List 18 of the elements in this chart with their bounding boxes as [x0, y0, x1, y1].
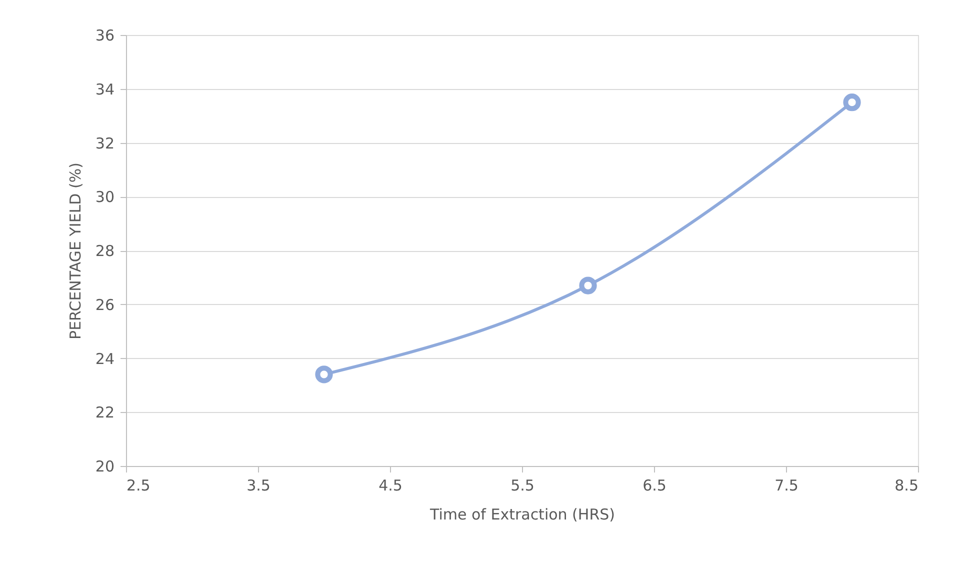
x-tick-label: 5.5 — [510, 476, 534, 494]
x-tick-label: 2.5 — [126, 476, 150, 494]
x-tick-label: 8.5 — [894, 476, 918, 494]
y-tick-label: 28 — [95, 242, 114, 260]
x-axis-title: Time of Extraction (HRS) — [429, 506, 615, 524]
y-tick-label: 30 — [95, 188, 114, 206]
y-tick-label: 22 — [95, 404, 114, 422]
x-tick-label: 6.5 — [642, 476, 666, 494]
y-tick-label: 26 — [95, 296, 114, 314]
y-tick-label: 32 — [95, 134, 114, 152]
y-tick-label: 36 — [95, 26, 114, 44]
x-tick-label: 7.5 — [774, 476, 798, 494]
y-tick-label: 24 — [95, 350, 114, 368]
y-tick-label: 20 — [95, 458, 114, 476]
y-axis-title: PERCENTAGE YIELD (%) — [66, 162, 84, 340]
x-tick-label: 4.5 — [378, 476, 402, 494]
y-tick-label: 34 — [95, 80, 114, 98]
x-tick-label: 3.5 — [246, 476, 270, 494]
